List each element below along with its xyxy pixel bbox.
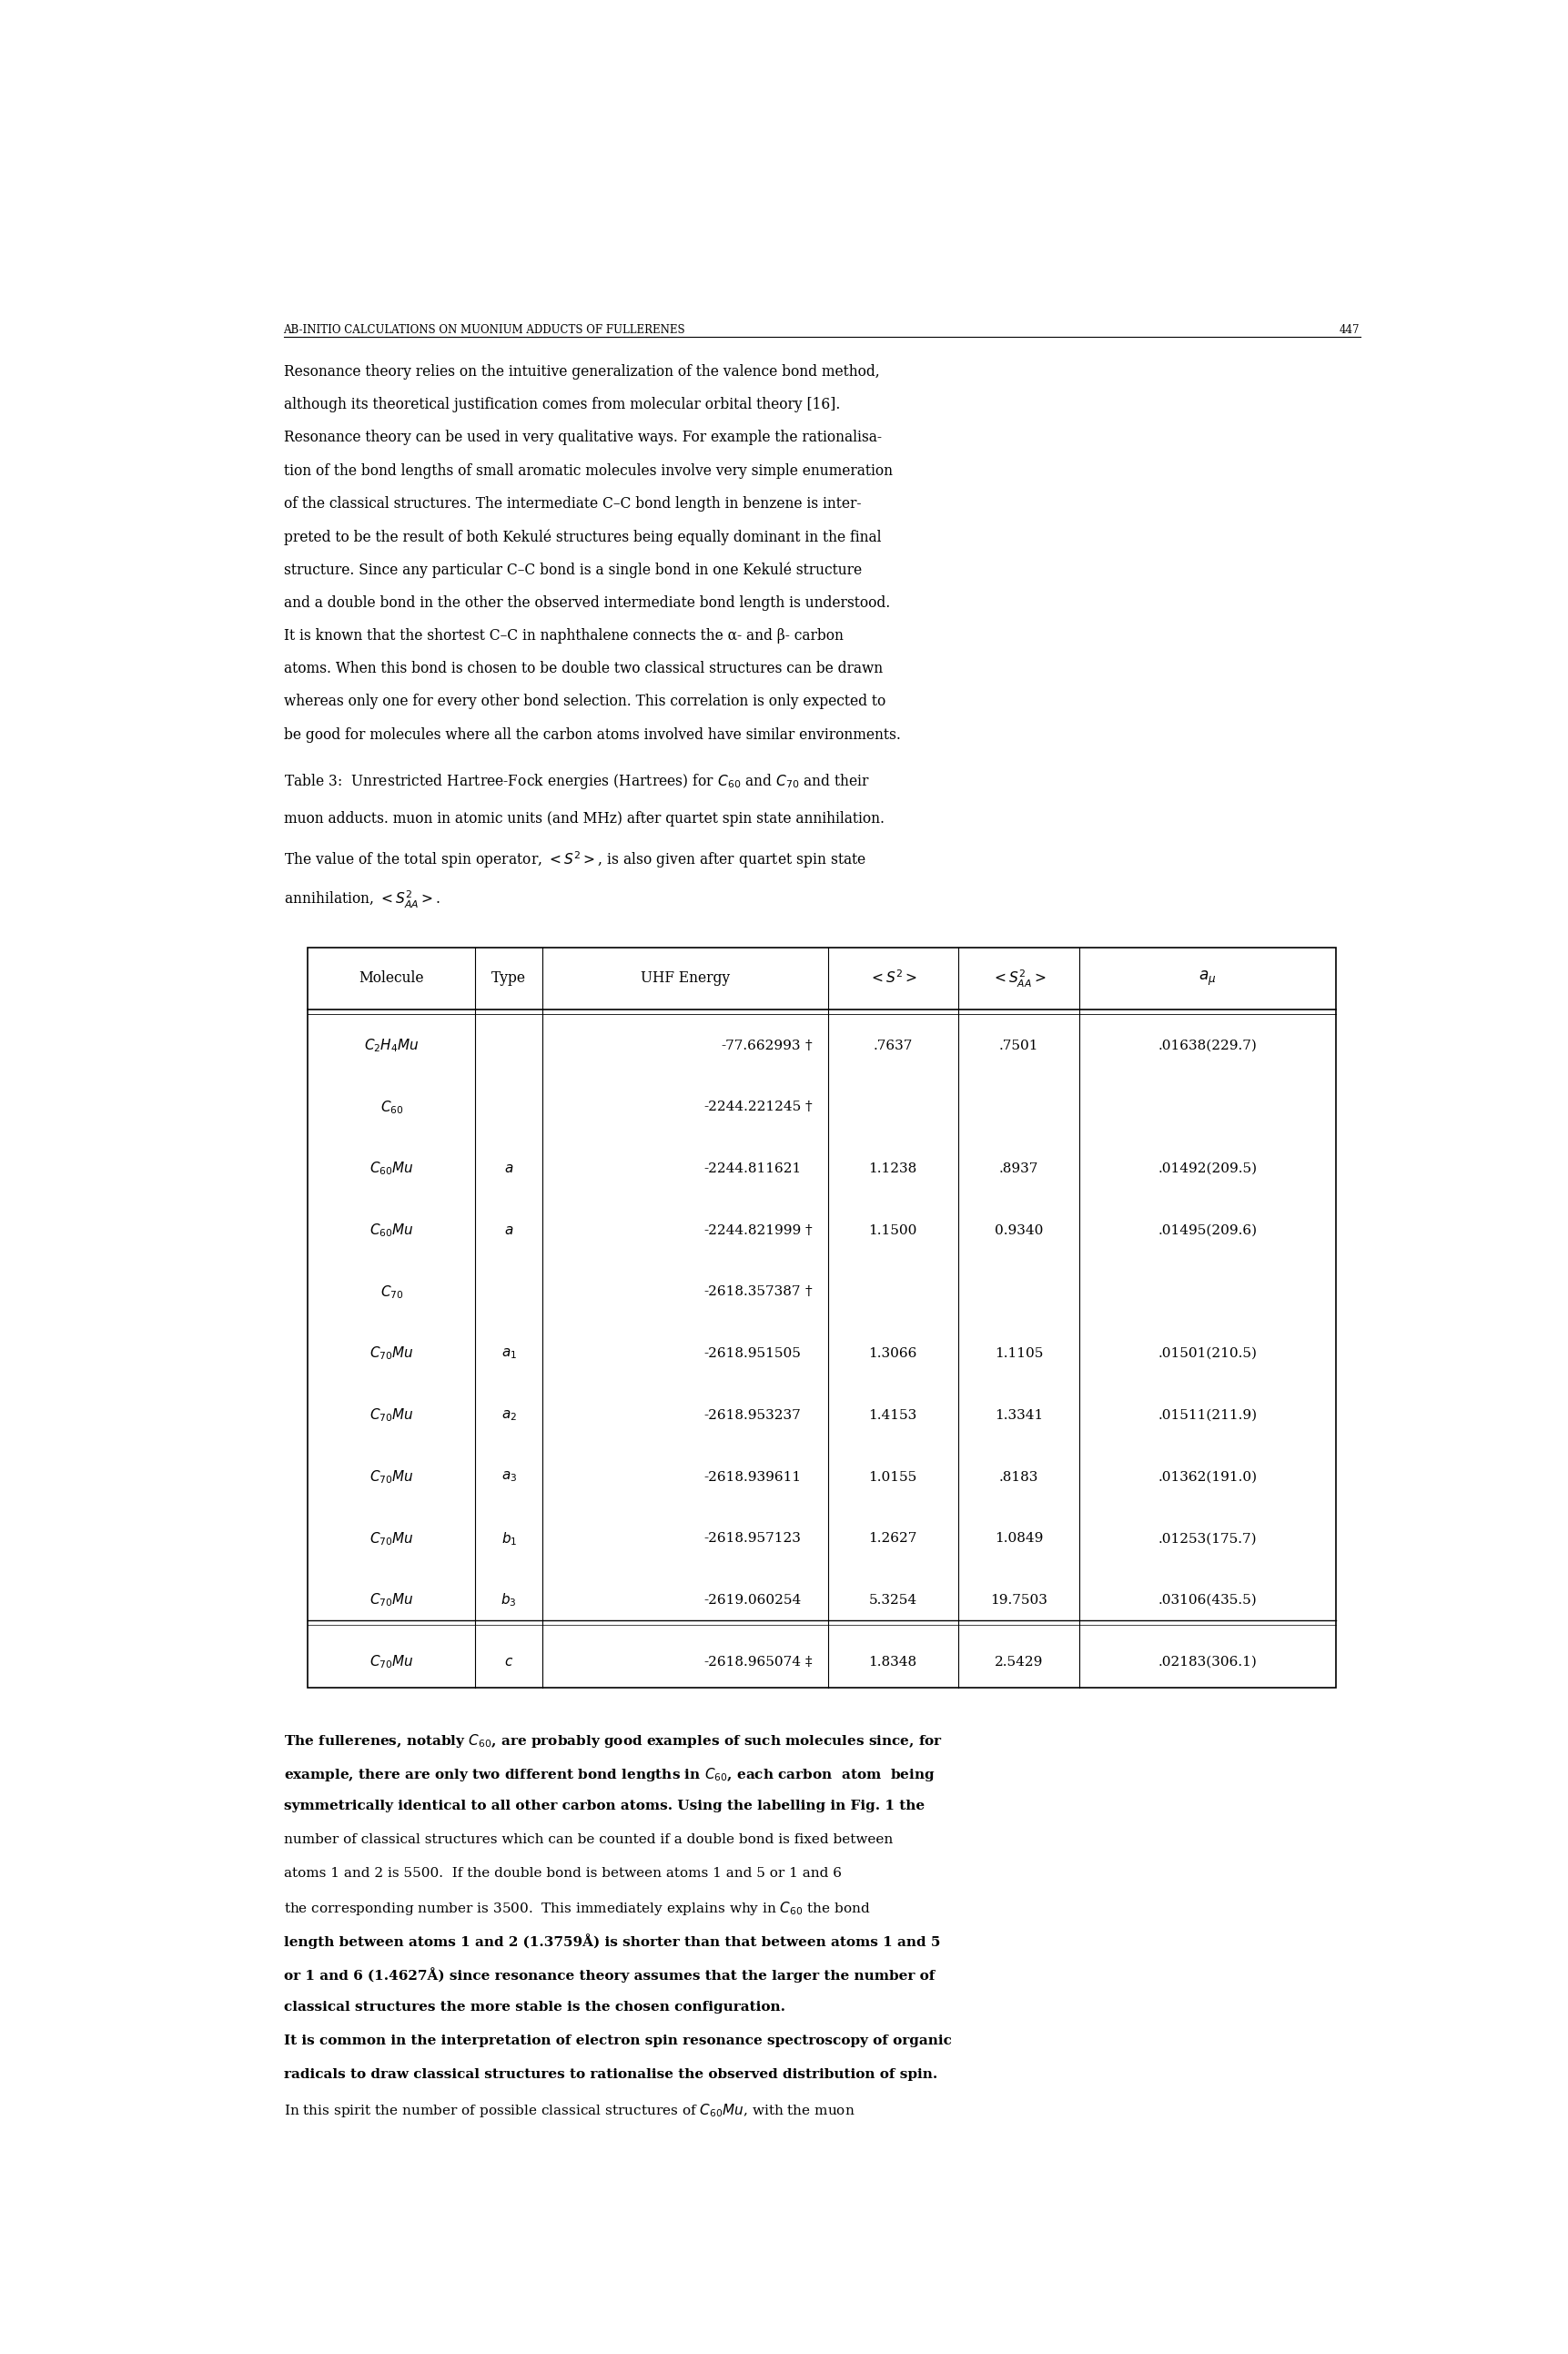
Text: 1.3341: 1.3341 — [994, 1410, 1043, 1422]
Text: length between atoms 1 and 2 (1.3759Å) is shorter than that between atoms 1 and : length between atoms 1 and 2 (1.3759Å) i… — [284, 1933, 939, 1949]
Text: atoms 1 and 2 is 5500.  If the double bond is between atoms 1 and 5 or 1 and 6: atoms 1 and 2 is 5500. If the double bon… — [284, 1867, 842, 1878]
Text: be good for molecules where all the carbon atoms involved have similar environme: be good for molecules where all the carb… — [284, 727, 900, 742]
Text: .01495(209.6): .01495(209.6) — [1159, 1224, 1258, 1236]
Text: 1.1500: 1.1500 — [869, 1224, 917, 1236]
Text: classical structures the more stable is the chosen configuration.: classical structures the more stable is … — [284, 2001, 786, 2013]
Text: although its theoretical justification comes from molecular orbital theory [16].: although its theoretical justification c… — [284, 398, 840, 412]
Text: AB-INITIO CALCULATIONS ON MUONIUM ADDUCTS OF FULLERENES: AB-INITIO CALCULATIONS ON MUONIUM ADDUCT… — [284, 325, 685, 337]
Text: $a_2$: $a_2$ — [502, 1408, 517, 1422]
Text: Resonance theory relies on the intuitive generalization of the valence bond meth: Resonance theory relies on the intuitive… — [284, 365, 880, 379]
Text: the corresponding number is 3500.  This immediately explains why in $C_{60}$ the: the corresponding number is 3500. This i… — [284, 1900, 870, 1919]
Text: symmetrically identical to all other carbon atoms. Using the labelling in Fig. 1: symmetrically identical to all other car… — [284, 1798, 924, 1813]
Text: -2618.939611: -2618.939611 — [704, 1471, 801, 1483]
Text: $a$: $a$ — [505, 1163, 514, 1175]
Text: preted to be the result of both Kekulé structures being equally dominant in the : preted to be the result of both Kekulé s… — [284, 530, 881, 544]
Text: 1.2627: 1.2627 — [869, 1532, 917, 1544]
Text: atoms. When this bond is chosen to be double two classical structures can be dra: atoms. When this bond is chosen to be do… — [284, 661, 883, 676]
Text: or 1 and 6 (1.4627Å) since resonance theory assumes that the larger the number o: or 1 and 6 (1.4627Å) since resonance the… — [284, 1968, 935, 1982]
Text: muon adducts. muon in atomic units (and MHz) after quartet spin state annihilati: muon adducts. muon in atomic units (and … — [284, 810, 884, 826]
Text: .7501: .7501 — [999, 1038, 1038, 1052]
Text: $C_{70}Mu$: $C_{70}Mu$ — [370, 1653, 414, 1671]
Text: .01492(209.5): .01492(209.5) — [1159, 1163, 1258, 1175]
Text: whereas only one for every other bond selection. This correlation is only expect: whereas only one for every other bond se… — [284, 694, 886, 709]
Text: †: † — [804, 1038, 812, 1052]
Text: 1.8348: 1.8348 — [869, 1655, 917, 1669]
Text: -2618.357387: -2618.357387 — [704, 1285, 801, 1299]
Text: $a_1$: $a_1$ — [502, 1346, 517, 1361]
Text: and a double bond in the other the observed intermediate bond length is understo: and a double bond in the other the obser… — [284, 596, 889, 610]
Text: 0.9340: 0.9340 — [994, 1224, 1043, 1236]
Text: †: † — [804, 1285, 812, 1299]
Text: $a_3$: $a_3$ — [502, 1469, 517, 1483]
Text: $C_{70}$: $C_{70}$ — [379, 1283, 403, 1302]
Text: -2244.811621: -2244.811621 — [704, 1163, 801, 1175]
Text: $C_2H_4Mu$: $C_2H_4Mu$ — [364, 1038, 419, 1055]
Text: 19.7503: 19.7503 — [989, 1594, 1047, 1605]
Text: $< S^2_{AA} >$: $< S^2_{AA} >$ — [991, 967, 1046, 989]
Text: .8183: .8183 — [999, 1471, 1038, 1483]
Text: The value of the total spin operator, $< S^2 >$, is also given after quartet spi: The value of the total spin operator, $<… — [284, 850, 866, 871]
Text: .03106(435.5): .03106(435.5) — [1159, 1594, 1258, 1605]
Text: $< S^2 >$: $< S^2 >$ — [869, 970, 917, 986]
Text: ‡: ‡ — [804, 1655, 812, 1669]
Text: 2.5429: 2.5429 — [994, 1655, 1043, 1669]
Text: radicals to draw classical structures to rationalise the observed distribution o: radicals to draw classical structures to… — [284, 2067, 938, 2081]
Text: $C_{70}Mu$: $C_{70}Mu$ — [370, 1469, 414, 1485]
Text: †: † — [804, 1224, 812, 1236]
Text: -2618.965074: -2618.965074 — [704, 1655, 801, 1669]
Text: UHF Energy: UHF Energy — [640, 970, 729, 986]
Text: .01501(210.5): .01501(210.5) — [1159, 1346, 1258, 1361]
Text: 1.0155: 1.0155 — [869, 1471, 917, 1483]
Text: 1.1238: 1.1238 — [869, 1163, 917, 1175]
Text: $C_{70}Mu$: $C_{70}Mu$ — [370, 1344, 414, 1363]
Text: $a$: $a$ — [505, 1224, 514, 1236]
Text: -2618.957123: -2618.957123 — [704, 1532, 801, 1544]
Text: .02183(306.1): .02183(306.1) — [1159, 1655, 1258, 1669]
Text: $a_{\mu}$: $a_{\mu}$ — [1200, 970, 1217, 989]
Text: .7637: .7637 — [873, 1038, 913, 1052]
Bar — [307, 949, 1336, 1688]
Text: -2244.221245: -2244.221245 — [704, 1102, 801, 1113]
Text: tion of the bond lengths of small aromatic molecules involve very simple enumera: tion of the bond lengths of small aromat… — [284, 464, 892, 478]
Text: -77.662993: -77.662993 — [721, 1038, 801, 1052]
Text: Type: Type — [492, 970, 527, 986]
Text: Table 3:  Unrestricted Hartree-Fock energies (Hartrees) for $C_{60}$ and $C_{70}: Table 3: Unrestricted Hartree-Fock energ… — [284, 772, 870, 791]
Text: 1.4153: 1.4153 — [869, 1410, 917, 1422]
Text: It is known that the shortest C–C in naphthalene connects the α- and β- carbon: It is known that the shortest C–C in nap… — [284, 629, 844, 643]
Text: annihilation, $< S^2_{AA} >$.: annihilation, $< S^2_{AA} >$. — [284, 890, 441, 911]
Text: $C_{70}Mu$: $C_{70}Mu$ — [370, 1591, 414, 1608]
Text: Resonance theory can be used in very qualitative ways. For example the rationali: Resonance theory can be used in very qua… — [284, 431, 881, 445]
Text: 447: 447 — [1339, 325, 1359, 337]
Text: The fullerenes, notably $C_{60}$, are probably good examples of such molecules s: The fullerenes, notably $C_{60}$, are pr… — [284, 1733, 942, 1749]
Text: $c$: $c$ — [505, 1655, 514, 1669]
Text: 1.0849: 1.0849 — [994, 1532, 1043, 1544]
Text: $b_3$: $b_3$ — [500, 1591, 517, 1608]
Text: .8937: .8937 — [999, 1163, 1038, 1175]
Text: -2618.951505: -2618.951505 — [704, 1346, 801, 1361]
Text: $C_{60}Mu$: $C_{60}Mu$ — [370, 1161, 414, 1177]
Text: example, there are only two different bond lengths in $C_{60}$, each carbon  ato: example, there are only two different bo… — [284, 1766, 935, 1784]
Text: $b_1$: $b_1$ — [502, 1530, 517, 1547]
Text: .01511(211.9): .01511(211.9) — [1159, 1410, 1258, 1422]
Text: of the classical structures. The intermediate C–C bond length in benzene is inte: of the classical structures. The interme… — [284, 497, 861, 511]
Text: -2618.953237: -2618.953237 — [704, 1410, 801, 1422]
Text: $C_{60}$: $C_{60}$ — [379, 1099, 403, 1116]
Text: †: † — [804, 1102, 812, 1113]
Text: .01253(175.7): .01253(175.7) — [1159, 1532, 1258, 1544]
Text: number of classical structures which can be counted if a double bond is fixed be: number of classical structures which can… — [284, 1834, 892, 1846]
Text: It is common in the interpretation of electron spin resonance spectroscopy of or: It is common in the interpretation of el… — [284, 2034, 952, 2048]
Text: structure. Since any particular C–C bond is a single bond in one Kekulé structur: structure. Since any particular C–C bond… — [284, 563, 861, 579]
Text: $C_{60}Mu$: $C_{60}Mu$ — [370, 1222, 414, 1238]
Text: 5.3254: 5.3254 — [869, 1594, 917, 1605]
Text: $C_{70}Mu$: $C_{70}Mu$ — [370, 1408, 414, 1424]
Text: -2619.060254: -2619.060254 — [704, 1594, 801, 1605]
Text: 1.3066: 1.3066 — [869, 1346, 917, 1361]
Text: In this spirit the number of possible classical structures of $C_{60}Mu$, with t: In this spirit the number of possible cl… — [284, 2102, 855, 2119]
Text: -2244.821999: -2244.821999 — [704, 1224, 801, 1236]
Text: 1.1105: 1.1105 — [994, 1346, 1043, 1361]
Text: Molecule: Molecule — [359, 970, 425, 986]
Text: $C_{70}Mu$: $C_{70}Mu$ — [370, 1530, 414, 1547]
Text: .01638(229.7): .01638(229.7) — [1159, 1038, 1258, 1052]
Text: .01362(191.0): .01362(191.0) — [1159, 1471, 1258, 1483]
